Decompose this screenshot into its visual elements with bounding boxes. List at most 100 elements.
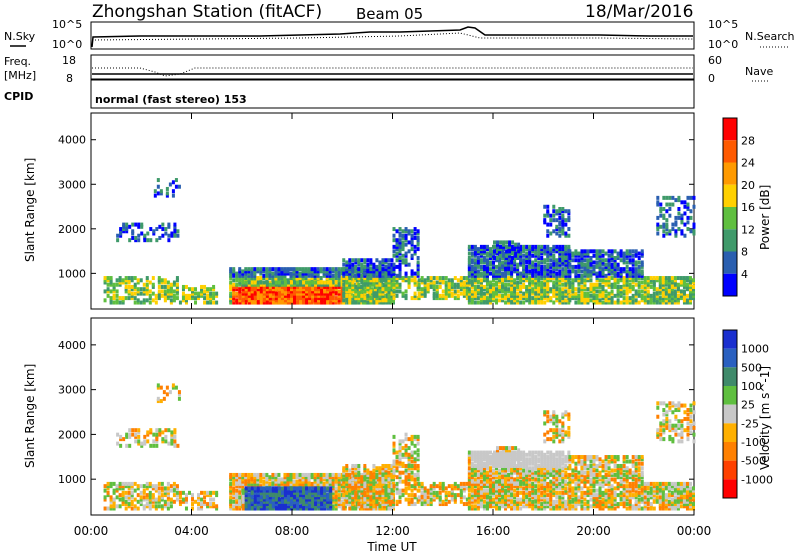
heatmap-cell [385, 475, 389, 480]
heatmap-cell [181, 291, 185, 296]
heatmap-cell [340, 280, 344, 285]
heatmap-cell [352, 504, 356, 509]
heatmap-cell [348, 495, 352, 500]
heatmap-cell [364, 479, 368, 484]
heatmap-cell [357, 466, 361, 471]
heatmap-cell [379, 276, 383, 281]
heatmap-cell [342, 506, 346, 511]
heatmap-cell [367, 293, 371, 298]
heatmap-cell [482, 244, 486, 249]
heatmap-cell [256, 472, 260, 477]
heatmap-cell [404, 271, 408, 276]
heatmap-cell [531, 289, 535, 294]
heatmap-cell [640, 251, 644, 256]
heatmap-cell [262, 276, 266, 281]
heatmap-cell [667, 284, 671, 289]
heatmap-cell [413, 227, 417, 232]
heatmap-cell [404, 227, 408, 232]
heatmap-cell [543, 284, 547, 289]
heatmap-cell [392, 278, 396, 283]
y-tick-label: 3000 [58, 384, 86, 397]
heatmap-cell [607, 269, 611, 274]
heatmap-cell [607, 291, 611, 296]
heatmap-cell [106, 484, 110, 489]
heatmap-cell [293, 499, 297, 504]
heatmap-cell [311, 493, 315, 498]
heatmap-cell [360, 273, 364, 278]
heatmap-cell [382, 477, 386, 482]
heatmap-cell [601, 249, 605, 254]
heatmap-cell [343, 296, 347, 301]
heatmap-cell [379, 490, 383, 495]
heatmap-cell [388, 488, 392, 493]
heatmap-cell [143, 434, 147, 439]
heatmap-cell [652, 300, 656, 305]
heatmap-cell [667, 280, 671, 285]
heatmap-cell [320, 280, 324, 285]
heatmap-cell [307, 477, 311, 482]
heatmap-cell [607, 298, 611, 303]
heatmap-cell [296, 287, 300, 292]
heatmap-cell [395, 229, 399, 234]
heatmap-cell [401, 276, 405, 281]
heatmap-cell [628, 267, 632, 272]
heatmap-cell [345, 298, 349, 303]
heatmap-cell [571, 278, 575, 283]
heatmap-cell [476, 296, 480, 301]
heatmap-cell [382, 481, 386, 486]
heatmap-cell [491, 278, 495, 283]
heatmap-cell [485, 251, 489, 256]
heatmap-cell [525, 291, 529, 296]
heatmap-cell [417, 278, 421, 283]
heatmap-cell [519, 296, 523, 301]
heatmap-cell [292, 269, 296, 274]
heatmap-cell [296, 289, 300, 294]
heatmap-cell [166, 506, 170, 511]
heatmap-cell [534, 249, 538, 254]
heatmap-cell [473, 258, 477, 263]
heatmap-cell [398, 244, 402, 249]
heatmap-cell [357, 470, 361, 475]
heatmap-cell [392, 227, 396, 232]
heatmap-cell [145, 502, 149, 507]
heatmap-cell [229, 506, 233, 511]
heatmap-cell [342, 477, 346, 482]
heatmap-cell [613, 293, 617, 298]
heatmap-cell [661, 293, 665, 298]
heatmap-cell [465, 284, 469, 289]
heatmap-cell [238, 488, 242, 493]
heatmap-cell [488, 287, 492, 292]
heatmap-cell [250, 484, 254, 489]
heatmap-cell [552, 287, 556, 292]
heatmap-cell [537, 267, 541, 272]
heatmap-cell [379, 477, 383, 482]
heatmap-cell [479, 293, 483, 298]
heatmap-cell [274, 280, 278, 285]
heatmap-cell [283, 493, 287, 498]
heatmap-cell [688, 298, 692, 303]
heatmap-cell [610, 271, 614, 276]
heatmap-cell [310, 484, 314, 489]
heatmap-cell [479, 249, 483, 254]
heatmap-cell [577, 258, 581, 263]
heatmap-cell [289, 493, 293, 498]
heatmap-cell [372, 293, 376, 298]
heatmap-cell [131, 235, 135, 240]
heatmap-cell [148, 293, 152, 298]
heatmap-cell [385, 271, 389, 276]
heatmap-cell [398, 264, 402, 269]
heatmap-cell [262, 472, 266, 477]
heatmap-cell [640, 269, 644, 274]
cpid-label: CPID [4, 90, 33, 103]
heatmap-cell [488, 267, 492, 272]
heatmap-cell [253, 475, 257, 480]
heatmap-cell [329, 493, 333, 498]
heatmap-cell [398, 249, 402, 254]
heatmap-cell [631, 293, 635, 298]
heatmap-cell [549, 273, 553, 278]
heatmap-cell [658, 278, 662, 283]
colorbar-segment [723, 273, 737, 296]
heatmap-cell [543, 271, 547, 276]
heatmap-cell [625, 289, 629, 294]
heatmap-cell [151, 493, 155, 498]
